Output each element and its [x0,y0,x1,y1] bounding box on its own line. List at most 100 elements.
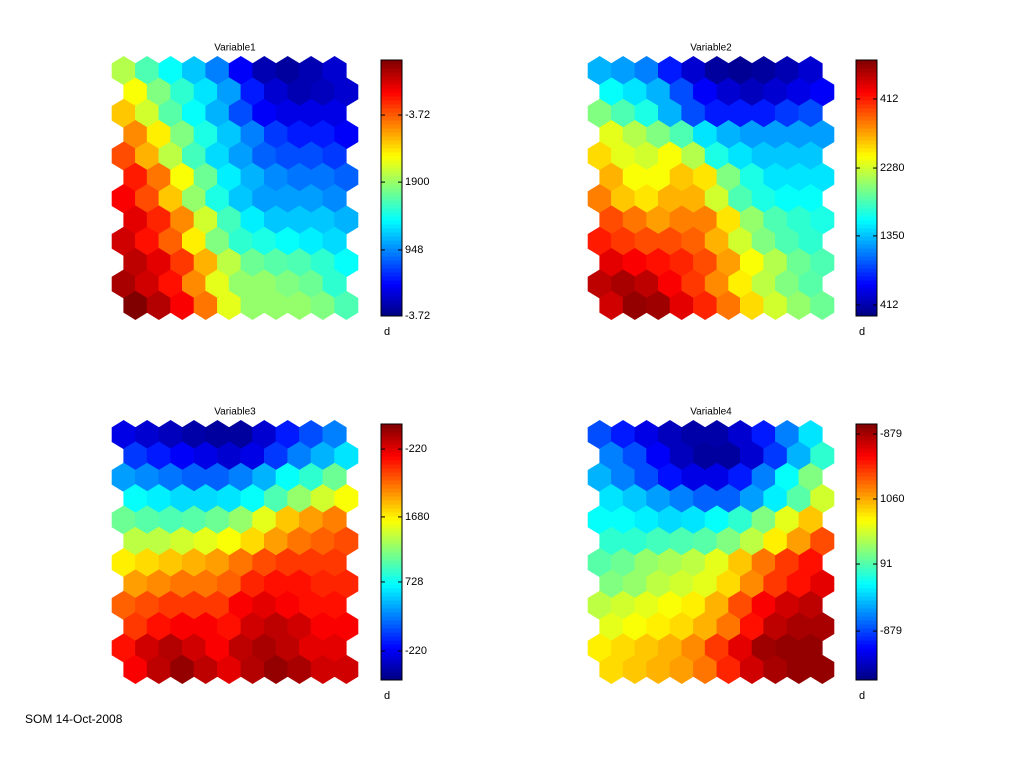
colorbar-swatch [856,72,877,77]
colorbar-swatch [856,500,877,505]
colorbar-tick-label: 91 [880,558,892,570]
colorbar-swatch [381,168,402,173]
colorbar-swatch [856,300,877,305]
plot-title: Variable1 [214,43,256,54]
colorbar-tick-label: -3.72 [405,310,430,322]
colorbar-swatch [381,60,402,65]
colorbar-swatch [381,64,402,69]
colorbar-swatch [381,232,402,237]
colorbar-swatch [381,180,402,185]
colorbar-swatch [381,152,402,157]
colorbar-swatch [856,160,877,165]
colorbar-swatch [856,268,877,273]
colorbar-swatch [381,440,402,445]
colorbar-swatch [381,304,402,309]
plot-title: Variable4 [690,407,732,418]
plot-title: Variable2 [690,43,732,54]
colorbar-swatch [856,284,877,289]
hex-cell [334,290,359,320]
colorbar-swatch [856,144,877,149]
colorbar-swatch [381,300,402,305]
colorbar-swatch [381,448,402,453]
colorbar-swatch [381,296,402,301]
colorbar-swatch [856,428,877,433]
colorbar-swatch [856,652,877,657]
colorbar-swatch [856,288,877,293]
colorbar-swatch [856,184,877,189]
colorbar-swatch [856,164,877,169]
colorbar-swatch [381,120,402,125]
colorbar-swatch [856,280,877,285]
colorbar-tick-label: 1680 [405,511,429,523]
colorbar-swatch [381,484,402,489]
colorbar-swatch [856,100,877,105]
colorbar-label: d [859,690,865,702]
footer: SOM 14-Oct-2008 [25,712,123,726]
colorbar-swatch [856,656,877,661]
colorbar-frame [380,423,403,681]
colorbar-swatch [856,456,877,461]
colorbar-swatch [856,156,877,161]
colorbar-swatch [856,592,877,597]
colorbar-tick-label: 948 [405,244,423,256]
colorbar-swatch [381,532,402,537]
colorbar-tick-label: 728 [405,576,423,588]
colorbar-swatch [856,224,877,229]
colorbar-swatch [856,512,877,517]
colorbar-swatch [381,476,402,481]
colorbar-swatch [381,224,402,229]
colorbar-swatch [381,508,402,513]
colorbar-swatch [381,564,402,569]
colorbar-swatch [381,444,402,449]
colorbar-swatch [856,532,877,537]
colorbar-swatch [381,552,402,557]
colorbar-swatch [856,464,877,469]
colorbar-swatch [381,308,402,313]
colorbar-swatch [856,508,877,513]
colorbar-swatch [856,140,877,145]
colorbar-swatch [381,280,402,285]
colorbar-swatch [856,484,877,489]
colorbar-swatch [856,460,877,465]
colorbar-swatch [856,520,877,525]
colorbar-swatch [381,572,402,577]
colorbar-swatch [856,540,877,545]
colorbar-frame [380,59,403,317]
colorbar-swatch [856,628,877,633]
colorbar-swatch [856,524,877,529]
colorbar-swatch [856,564,877,569]
colorbar-swatch [381,268,402,273]
colorbar-swatch [856,480,877,485]
colorbar-swatch [856,572,877,577]
colorbar-swatch [381,144,402,149]
colorbar-swatch [856,600,877,605]
colorbar-swatch [856,168,877,173]
colorbar-swatch [381,452,402,457]
colorbar-swatch [381,96,402,101]
colorbar-swatch [856,644,877,649]
colorbar-swatch [381,500,402,505]
colorbar-swatch [381,196,402,201]
colorbar-swatch [381,68,402,73]
colorbar-swatch [856,472,877,477]
colorbar-swatch [381,592,402,597]
colorbar-swatch [856,556,877,561]
colorbar-swatch [381,172,402,177]
colorbar-swatch [381,480,402,485]
colorbar-swatch [856,152,877,157]
colorbar-swatch [381,164,402,169]
colorbar-swatch [381,644,402,649]
colorbar-swatch [381,556,402,561]
colorbar-tick-label: -220 [405,443,427,455]
hex-cell [810,654,835,684]
colorbar-swatch [856,180,877,185]
colorbar-swatch [381,436,402,441]
colorbar-swatch [856,576,877,581]
colorbar-swatch [856,636,877,641]
colorbar-swatch [381,292,402,297]
colorbar-swatch [381,256,402,261]
colorbar-swatch [856,240,877,245]
colorbar-swatch [856,552,877,557]
colorbar-swatch [381,124,402,129]
colorbar-swatch [856,212,877,217]
